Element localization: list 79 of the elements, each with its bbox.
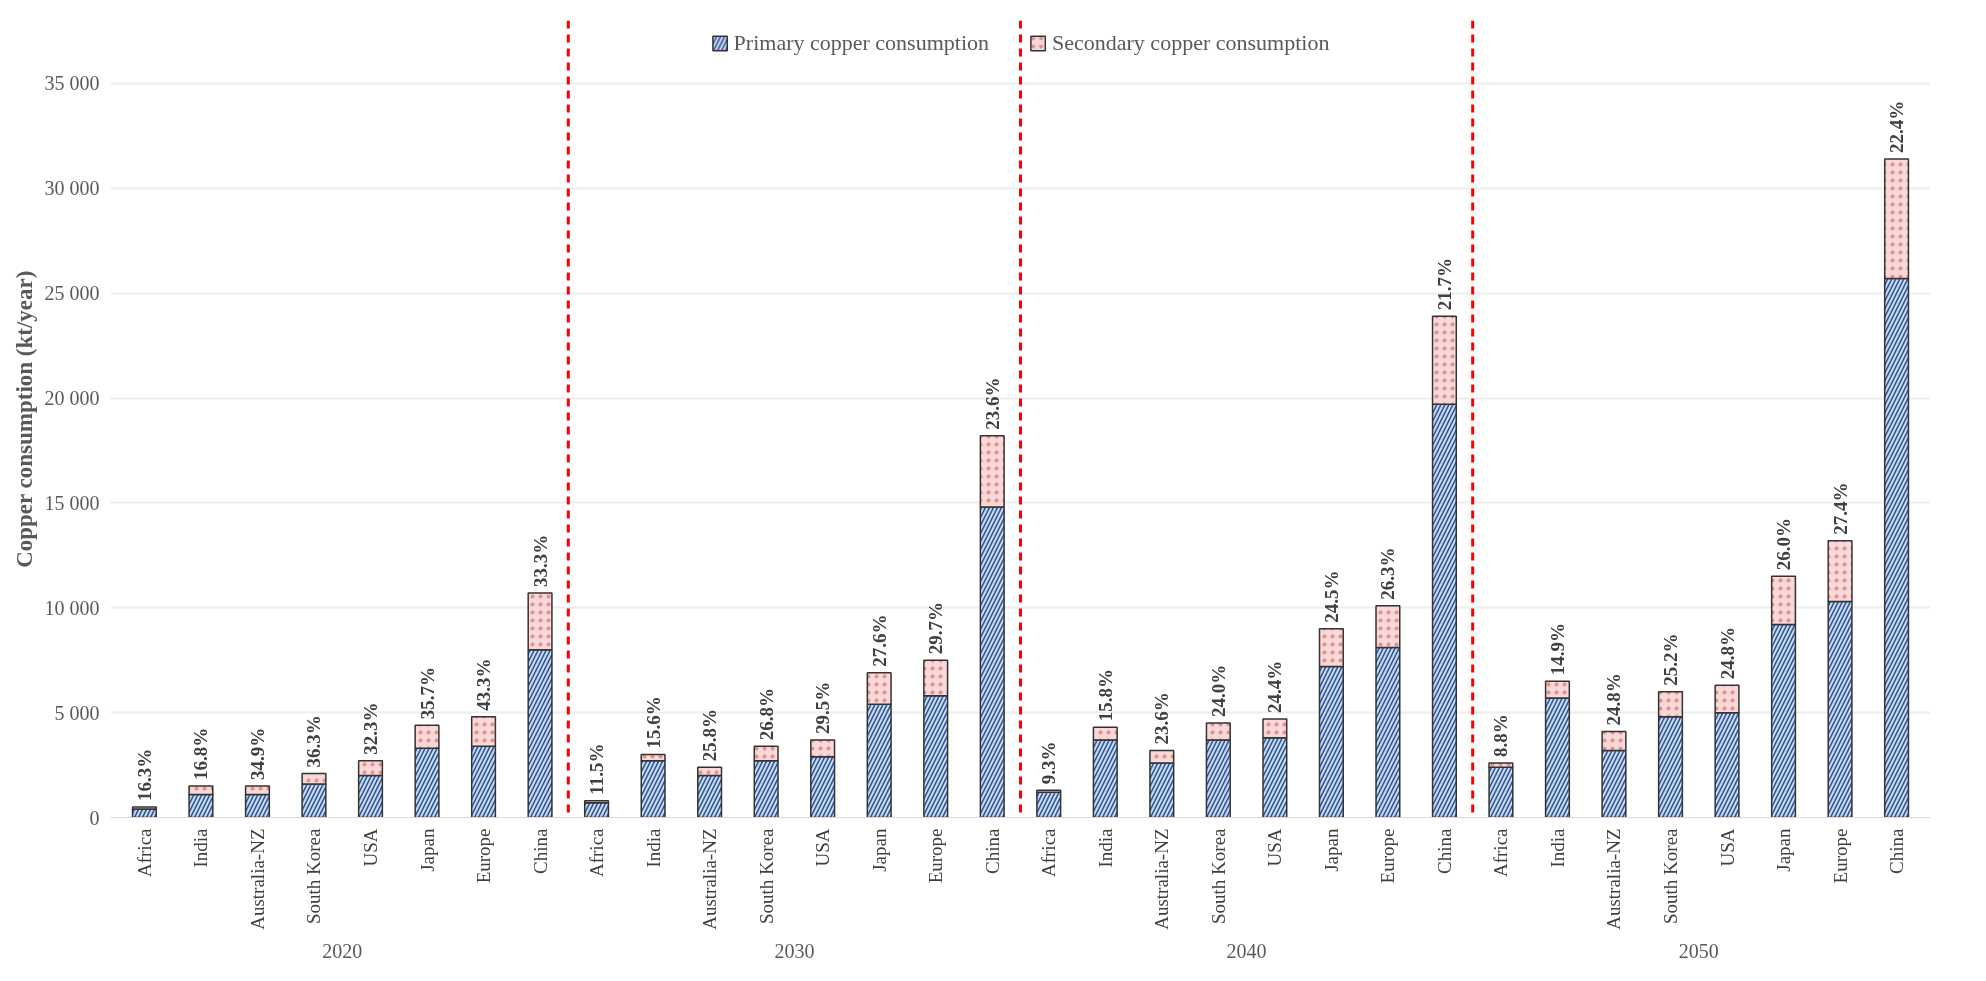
y-tick-label: 0 [89, 806, 100, 829]
y-tick-label: 25 000 [44, 282, 100, 305]
y-tick-label: 15 000 [44, 491, 100, 514]
annotation: 11.5% [586, 743, 608, 795]
annotation: 27.4% [1829, 482, 1851, 535]
x-tick-label: USA [1264, 828, 1286, 867]
annotation: 36.3% [303, 715, 325, 768]
annotation: 8.8% [1490, 714, 1512, 757]
annotation: 16.8% [190, 727, 212, 781]
annotation: 43.3% [473, 658, 495, 711]
text: 2050 [1678, 939, 1719, 962]
text: 2040 [1226, 939, 1267, 962]
annotation: 29.5% [812, 681, 834, 734]
x-tick-label: South Korea [1660, 827, 1681, 925]
annotation: 15.6% [642, 696, 664, 749]
x-tick-label: USA [812, 828, 834, 867]
x-tick-label: China [529, 827, 551, 874]
x-tick-label: China [981, 827, 1003, 874]
x-tick-label: Japan [1773, 828, 1795, 872]
y-tick-label: 5 000 [54, 701, 100, 724]
y-tick-label: 30 000 [44, 177, 100, 200]
x-tick-label: China [1886, 827, 1908, 874]
x-tick-label: Japan [1320, 828, 1342, 872]
x-tick-label: Europe [1377, 828, 1399, 884]
annotation: 35.7% [416, 666, 438, 720]
annotation: 32.3% [360, 702, 381, 755]
x-tick-label: Africa [133, 827, 155, 878]
x-tick-label: Europe [925, 828, 947, 884]
x-tick-label: India [1546, 827, 1568, 868]
annotation: 34.9% [246, 727, 268, 781]
x-tick-label: India [190, 827, 212, 868]
x-tick-label: Japan [416, 828, 438, 872]
annotation: 21.7% [1433, 257, 1455, 311]
annotation: 24.8% [1603, 673, 1625, 726]
annotation: 23.6% [981, 377, 1003, 430]
annotation: 33.3% [529, 534, 551, 588]
annotation: 29.7% [925, 601, 947, 655]
annotation: 24.0% [1207, 664, 1229, 718]
annotation: 25.8% [699, 708, 721, 762]
x-tick-label: Africa [1038, 827, 1060, 878]
x-tick-label: Africa [1490, 827, 1512, 878]
y-tick-label: 10 000 [44, 596, 100, 619]
x-tick-label: South Korea [303, 827, 325, 925]
x-tick-label: India [642, 827, 664, 868]
x-tick-label: Australia-NZ [699, 828, 721, 930]
x-tick-label: Australia-NZ [1151, 828, 1173, 930]
x-tick-label: Japan [868, 828, 890, 872]
x-tick-label: Europe [473, 828, 495, 884]
x-tick-label: South Korea [1207, 827, 1229, 925]
x-tick-label: South Korea [755, 827, 777, 925]
x-tick-label: USA [360, 828, 381, 867]
annotation: 26.0% [1773, 518, 1795, 571]
annotation: 27.6% [868, 614, 890, 667]
annotation: 23.6% [1151, 692, 1173, 745]
annotation: 15.8% [1094, 669, 1116, 722]
x-tick-label: Europe [1829, 828, 1851, 884]
x-tick-label: China [1433, 827, 1455, 874]
legend-label: Primary copper consumption [733, 30, 990, 56]
annotation: 26.8% [755, 687, 777, 741]
text: 2020 [322, 939, 363, 962]
x-tick-label: Africa [586, 827, 608, 878]
annotation: 26.3% [1377, 547, 1399, 600]
legend-label: Secondary copper consumption [1052, 30, 1330, 56]
x-tick-label: Australia-NZ [246, 828, 268, 930]
x-tick-label: India [1094, 827, 1116, 868]
annotation: 16.3% [133, 748, 155, 802]
x-tick-label: USA [1716, 828, 1738, 867]
annotation: 24.5% [1320, 570, 1342, 623]
annotation: 25.2% [1660, 633, 1681, 686]
annotation: 22.4% [1886, 100, 1908, 153]
y-tick-label: 20 000 [44, 387, 100, 410]
y-tick-label: 35 000 [44, 72, 100, 95]
annotation: 14.9% [1546, 622, 1568, 676]
y-axis-title: Copper consumption (kt/year) [11, 270, 37, 568]
annotation: 24.8% [1716, 627, 1738, 680]
annotation: 24.4% [1264, 660, 1286, 713]
text: 2030 [774, 939, 815, 962]
x-tick-label: Australia-NZ [1603, 828, 1625, 930]
annotation: 9.3% [1038, 741, 1060, 785]
